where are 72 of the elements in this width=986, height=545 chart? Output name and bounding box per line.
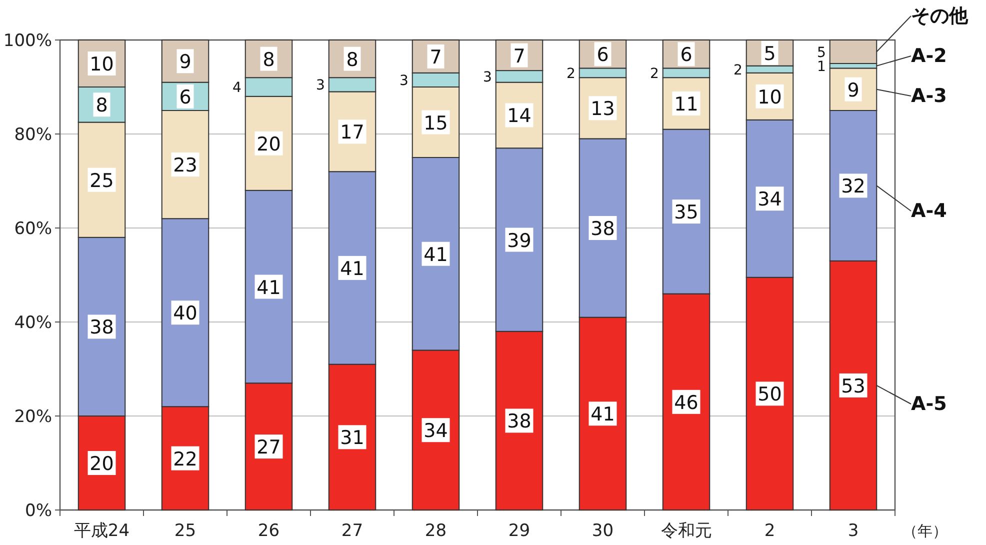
data-label: 20: [256, 133, 281, 156]
data-label: 4: [232, 80, 242, 96]
data-label: 35: [674, 202, 698, 224]
data-label: 27: [256, 436, 281, 459]
series-label: その他: [911, 5, 969, 27]
data-label: 6: [179, 86, 192, 108]
data-label: 15: [424, 112, 448, 134]
data-label: 5: [764, 42, 776, 65]
x-tick-label: 29: [508, 521, 530, 541]
data-label: 7: [513, 45, 526, 68]
legend-label: A-4: [911, 200, 947, 222]
data-label: 39: [507, 230, 532, 252]
legend-label: A-3: [911, 85, 947, 107]
data-label: 34: [424, 420, 448, 442]
y-tick-label: 20%: [14, 407, 52, 427]
x-tick-label: 27: [341, 521, 364, 541]
data-label: 13: [590, 98, 615, 120]
data-label: 25: [90, 170, 114, 192]
data-label: 17: [340, 122, 364, 144]
x-tick-label: 28: [424, 521, 447, 541]
data-label: 6: [596, 44, 609, 66]
data-label: 3: [482, 69, 492, 86]
data-label: 50: [758, 384, 782, 406]
y-tick-label: 60%: [14, 219, 52, 239]
data-label: 3: [316, 78, 325, 94]
x-tick-label: 2: [764, 521, 776, 541]
data-label: 2: [650, 66, 659, 82]
data-label: 10: [90, 54, 114, 76]
x-tick-label: 30: [592, 521, 614, 541]
data-label: 9: [847, 79, 860, 102]
data-label: 8: [96, 94, 108, 117]
data-label: 22: [173, 448, 198, 470]
data-label: 8: [262, 48, 275, 71]
data-label: 2: [566, 66, 576, 82]
data-label: 46: [674, 392, 698, 414]
x-tick-label: 平成24: [74, 521, 130, 541]
data-label: 9: [179, 51, 192, 74]
data-label: 23: [173, 154, 198, 177]
data-label: 8: [346, 48, 358, 71]
data-label: 41: [340, 258, 364, 280]
data-label: 3: [399, 72, 408, 89]
legend-label: A-5: [911, 393, 947, 415]
y-tick-label: 80%: [14, 125, 52, 145]
data-label: 32: [841, 176, 866, 198]
data-label: 38: [590, 218, 615, 240]
data-label: 5: [816, 44, 826, 61]
data-label: 41: [424, 244, 448, 266]
data-label: 31: [340, 427, 364, 450]
x-tick-label: 25: [174, 521, 196, 541]
x-tick-label: 26: [258, 521, 280, 541]
x-tick-label: 令和元: [660, 521, 712, 541]
x-tick-label: 3: [848, 521, 859, 541]
data-label: 1: [816, 58, 826, 75]
data-label: 34: [758, 188, 782, 211]
y-tick-label: 0%: [25, 501, 52, 521]
data-label: 41: [590, 404, 615, 426]
data-label: 2: [733, 62, 742, 78]
data-label: 7: [430, 46, 442, 68]
data-label: 41: [256, 276, 281, 299]
y-tick-label: 100%: [3, 31, 52, 51]
data-label: 6: [680, 44, 692, 66]
data-label: 38: [90, 316, 114, 339]
y-tick-label: 40%: [14, 313, 52, 333]
data-label: 40: [173, 302, 198, 325]
legend-label: A-2: [911, 45, 947, 67]
data-label: 38: [507, 410, 532, 433]
data-label: 53: [841, 375, 866, 398]
data-label: 14: [507, 105, 532, 128]
x-axis-title: （年）: [902, 522, 948, 540]
data-label: 10: [758, 86, 782, 108]
data-label: 20: [90, 453, 114, 475]
data-label: 11: [674, 93, 698, 116]
